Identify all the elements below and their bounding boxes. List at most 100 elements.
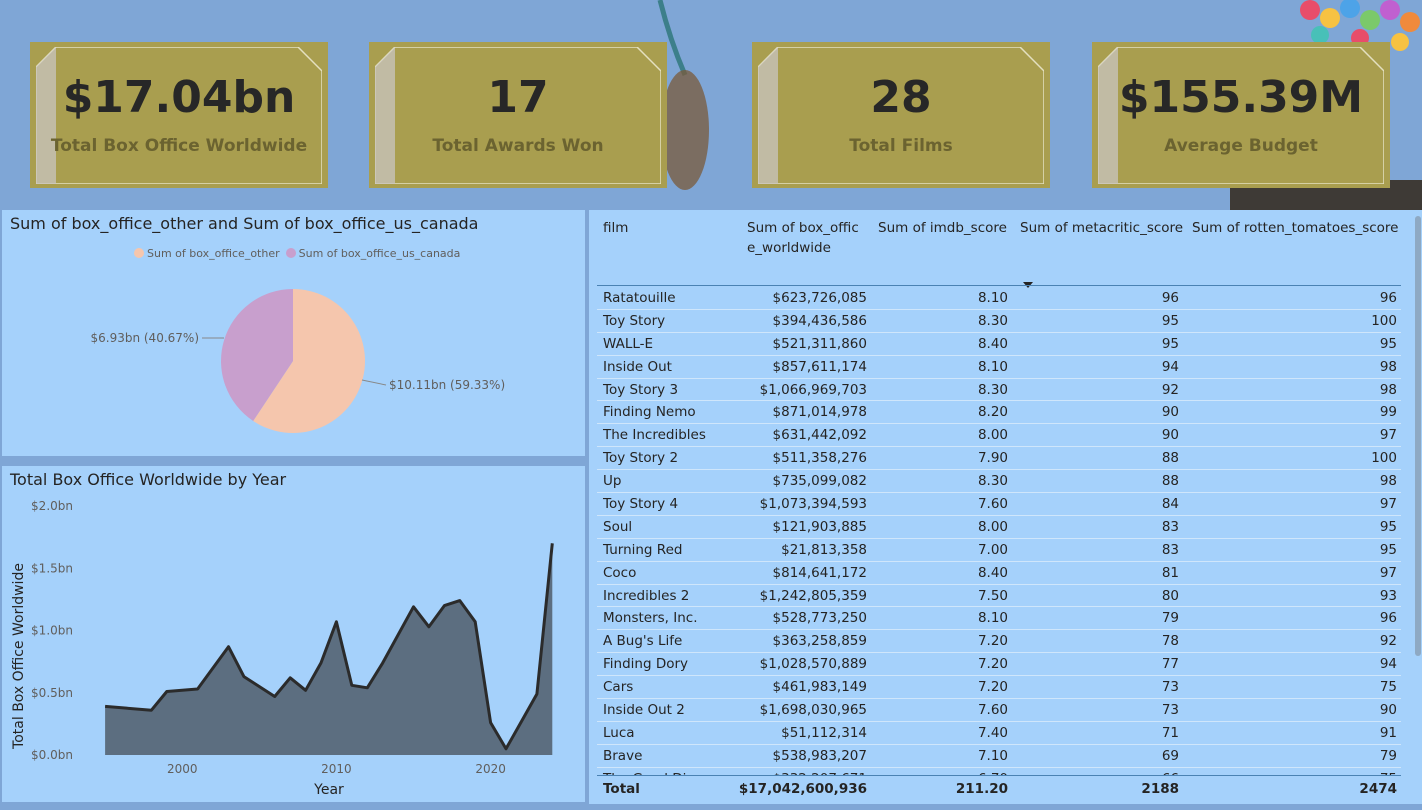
cell-rotten-tomatoes: 75: [1380, 771, 1397, 775]
cell-imdb: 7.20: [977, 633, 1008, 650]
cell-imdb: 7.50: [977, 587, 1008, 604]
cell-metacritic: 95: [1161, 312, 1179, 329]
legend-dot-us-canada: [285, 248, 296, 258]
total-metacritic: 2188: [1141, 781, 1179, 797]
cell-film: Toy Story 4: [603, 496, 679, 513]
cell-box-office: $461,983,149: [772, 679, 867, 696]
table-row[interactable]: Toy Story 4 $1,073,394,593 7.60 84 97: [597, 493, 1401, 516]
pie-chart-panel[interactable]: Sum of box_office_other and Sum of box_o…: [2, 210, 585, 456]
table-row[interactable]: Turning Red $21,813,358 7.00 83 95: [597, 539, 1401, 562]
pie-slice-us-canada[interactable]: [220, 289, 293, 421]
kpi-card-awards: 17 Total Awards Won: [369, 42, 667, 188]
total-box-office: $17,042,600,936: [738, 781, 867, 797]
cell-rotten-tomatoes: 90: [1379, 702, 1397, 719]
cell-imdb: 8.40: [977, 335, 1008, 352]
cell-box-office: $521,311,860: [772, 335, 867, 352]
x-tick-label: 2000: [167, 762, 198, 776]
table-body[interactable]: Ratatouille $623,726,085 8.10 96 96 Toy Story…: [597, 287, 1401, 775]
table-row[interactable]: Up $735,099,082 8.30 88 98: [597, 470, 1401, 494]
cell-rotten-tomatoes: 97: [1379, 564, 1397, 581]
table-row[interactable]: Finding Dory $1,028,570,889 7.20 77 94: [597, 653, 1401, 677]
rope-decoration: [657, 0, 709, 190]
pie-data-label-other: $10.11bn (59.33%): [389, 378, 505, 392]
y-tick-label: $2.0bn: [31, 499, 73, 513]
cell-rotten-tomatoes: 79: [1379, 747, 1397, 764]
cell-rotten-tomatoes: 95: [1379, 518, 1397, 535]
cell-film: Monsters, Inc.: [603, 610, 698, 627]
table-row[interactable]: Ratatouille $623,726,085 8.10 96 96: [597, 287, 1401, 310]
kpi-value: 17: [487, 72, 549, 123]
card-frame: [36, 47, 322, 184]
cell-rotten-tomatoes: 91: [1379, 724, 1397, 741]
cell-metacritic: 94: [1161, 358, 1179, 375]
table-row[interactable]: Finding Nemo $871,014,978 8.20 90 99: [597, 401, 1401, 425]
kpi-label: Total Awards Won: [432, 136, 604, 156]
column-header-rotten-tomatoes[interactable]: Sum of rotten_tomatoes_score: [1192, 220, 1399, 236]
cell-rotten-tomatoes: 98: [1379, 381, 1397, 398]
pie-slice-other[interactable]: [253, 289, 365, 433]
column-header-metacritic[interactable]: Sum of metacritic_score: [1020, 220, 1184, 236]
cell-rotten-tomatoes: 99: [1379, 404, 1397, 421]
cell-rotten-tomatoes: 94: [1379, 656, 1397, 673]
cell-metacritic: 73: [1161, 679, 1179, 696]
table-scrollbar[interactable]: [1415, 216, 1421, 656]
table-row[interactable]: Toy Story 3 $1,066,969,703 8.30 92 98: [597, 379, 1401, 402]
legend-item-us-canada[interactable]: Sum of box_office_us_canada: [285, 247, 461, 260]
cell-film: The Incredibles: [603, 427, 706, 444]
line-chart-panel[interactable]: Total Box Office Worldwide by Year $2.0b…: [2, 466, 585, 802]
pie-leader-line-other: [361, 379, 387, 386]
table-row[interactable]: The Incredibles $631,442,092 8.00 90 97: [597, 424, 1401, 448]
table-row[interactable]: Luca $51,112,314 7.40 71 91: [597, 722, 1401, 745]
table-row[interactable]: Monsters, Inc. $528,773,250 8.10 79 96: [597, 607, 1401, 631]
table-row[interactable]: Brave $538,983,207 7.10 69 79: [597, 745, 1401, 768]
cell-box-office: $814,641,172: [772, 564, 867, 581]
table-row[interactable]: Toy Story 2 $511,358,276 7.90 88 100: [597, 447, 1401, 471]
cell-metacritic: 80: [1161, 587, 1179, 604]
header-divider: [597, 285, 1401, 286]
cell-metacritic: 66: [1162, 771, 1179, 775]
column-header-imdb[interactable]: Sum of imdb_score: [878, 220, 1007, 236]
table-row[interactable]: WALL-E $521,311,860 8.40 95 95: [597, 333, 1401, 356]
cell-rotten-tomatoes: 95: [1379, 541, 1397, 558]
cell-film: Incredibles 2: [603, 587, 690, 604]
film-table-panel[interactable]: film Sum of box_office_worldwide Sum of …: [589, 210, 1422, 804]
cell-metacritic: 95: [1161, 335, 1179, 352]
cell-rotten-tomatoes: 92: [1379, 633, 1397, 650]
cell-rotten-tomatoes: 98: [1379, 358, 1397, 375]
cell-rotten-tomatoes: 97: [1379, 496, 1397, 513]
table-row[interactable]: Inside Out $857,611,174 8.10 94 98: [597, 356, 1401, 379]
x-axis-ticks: 2000 2010 2020: [167, 762, 506, 776]
table-row[interactable]: Incredibles 2 $1,242,805,359 7.50 80 93: [597, 585, 1401, 608]
table-row[interactable]: Toy Story $394,436,586 8.30 95 100: [597, 310, 1401, 333]
cell-box-office: $528,773,250: [772, 610, 867, 627]
y-tick-label: $0.5bn: [31, 686, 73, 700]
legend-item-other[interactable]: Sum of box_office_other: [134, 247, 280, 260]
table-row[interactable]: The Good Dinosaur $332,207,671 6.70 66 75: [597, 768, 1401, 775]
area-series-line[interactable]: [104, 543, 554, 751]
cell-imdb: 7.60: [977, 496, 1008, 513]
table-row[interactable]: Inside Out 2 $1,698,030,965 7.60 73 90: [597, 699, 1401, 722]
cell-metacritic: 88: [1161, 473, 1179, 490]
card-frame: [758, 47, 1044, 184]
total-rotten-tomatoes: 2474: [1359, 781, 1397, 797]
table-row[interactable]: Soul $121,903,885 8.00 83 95: [597, 516, 1401, 539]
cell-imdb: 8.10: [977, 610, 1008, 627]
cell-film: Cars: [603, 679, 634, 696]
table-row[interactable]: Coco $814,641,172 8.40 81 97: [597, 562, 1401, 585]
cell-imdb: 8.10: [977, 358, 1008, 375]
legend-label-us-canada: Sum of box_office_us_canada: [298, 247, 461, 260]
area-chart: $2.0bn$1.5bn$1.0bn$0.5bn$0.0bn 2000 2010 2…: [11, 499, 554, 798]
cell-rotten-tomatoes: 96: [1379, 610, 1397, 627]
cell-imdb: 8.30: [977, 473, 1008, 490]
cell-metacritic: 88: [1161, 450, 1179, 467]
cell-film: Brave: [603, 747, 643, 764]
cell-imdb: 7.10: [977, 747, 1008, 764]
cell-film: Inside Out: [603, 358, 672, 375]
table-row[interactable]: Cars $461,983,149 7.20 73 75: [597, 676, 1401, 700]
column-header-box-office[interactable]: Sum of box_office_worldwide: [747, 220, 859, 256]
cell-rotten-tomatoes: 100: [1371, 450, 1397, 467]
x-axis-title: Year: [313, 782, 344, 798]
table-row[interactable]: A Bug's Life $363,258,859 7.20 78 92: [597, 630, 1401, 654]
column-header-film[interactable]: film: [603, 220, 629, 236]
cell-imdb: 7.20: [977, 679, 1008, 696]
